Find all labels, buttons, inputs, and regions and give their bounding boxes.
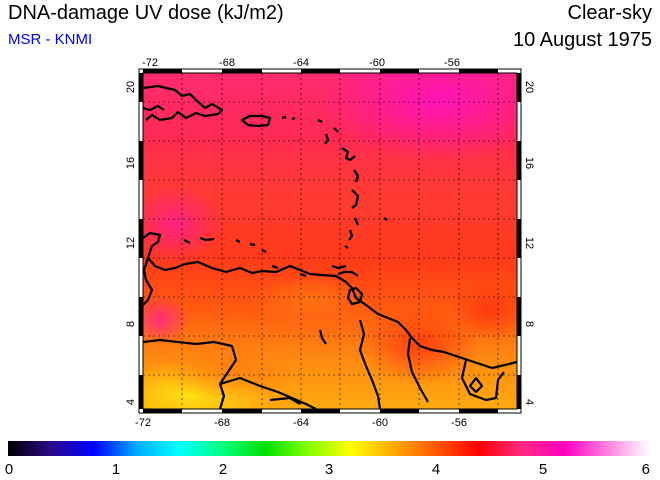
map-frame	[138, 68, 522, 414]
colorbar-label: 6	[642, 461, 650, 478]
puerto-rico-coast	[240, 114, 272, 128]
lon-label-bottom: -64	[293, 417, 309, 429]
map-title: DNA-damage UV dose (kJ/m2)	[8, 2, 284, 24]
lon-label-bottom: -72	[135, 417, 151, 429]
lat-labels-right: 4 8 12 16 20	[523, 81, 535, 405]
lat-label-left: 8	[125, 321, 137, 327]
coastlines	[143, 84, 517, 409]
colorbar-label: 1	[112, 461, 120, 478]
country-border-suriname	[406, 337, 429, 403]
lat-label-right: 20	[523, 81, 535, 93]
lon-label-top: -64	[293, 57, 309, 69]
country-border-venezuela-brazil	[219, 376, 317, 409]
lat-label-right: 8	[523, 321, 535, 327]
venezuela-coast	[143, 231, 517, 370]
colorbar-label: 3	[325, 461, 333, 478]
colorbar: 0 1 2 3 4 5 6	[5, 441, 650, 478]
lat-labels-left: 4 8 12 16 20	[125, 81, 137, 405]
credit-label: MSR - KNMI	[8, 31, 93, 48]
colorbar-label: 2	[219, 461, 227, 478]
uv-field	[143, 73, 517, 409]
colorbar-label: 4	[432, 461, 440, 478]
maracaibo-coast	[143, 257, 154, 306]
lon-label-top: -60	[369, 57, 385, 69]
lon-label-bottom: -60	[372, 417, 388, 429]
sky-condition-label: Clear-sky	[567, 2, 652, 24]
lat-label-left: 20	[125, 81, 137, 93]
colorbar-gradient	[8, 441, 650, 456]
date-label: 10 August 1975	[512, 29, 652, 51]
hispaniola-south-coast	[143, 104, 165, 112]
lon-label-top: -68	[219, 57, 235, 69]
gridlines	[143, 73, 517, 409]
trinidad-coast	[346, 286, 364, 306]
lon-labels-bottom: -72 -68 -64 -60 -56	[135, 417, 467, 429]
lon-label-top: -72	[142, 57, 158, 69]
colorbar-label: 0	[5, 461, 13, 478]
lon-label-bottom: -56	[451, 417, 467, 429]
lon-label-bottom: -68	[214, 417, 230, 429]
country-border-colombia-venezuela	[143, 338, 238, 409]
lat-label-right: 16	[523, 157, 535, 169]
lat-label-left: 12	[125, 237, 137, 249]
country-border-guyana	[358, 319, 382, 409]
lat-label-left: 16	[125, 157, 137, 169]
lon-label-top: -56	[444, 57, 460, 69]
lat-label-right: 12	[523, 237, 535, 249]
lat-label-left: 4	[125, 399, 137, 405]
lat-label-right: 4	[523, 399, 535, 405]
lon-labels-top: -72 -68 -64 -60 -56	[142, 57, 460, 69]
colorbar-label: 5	[539, 461, 547, 478]
hispaniola-coast	[143, 84, 224, 122]
